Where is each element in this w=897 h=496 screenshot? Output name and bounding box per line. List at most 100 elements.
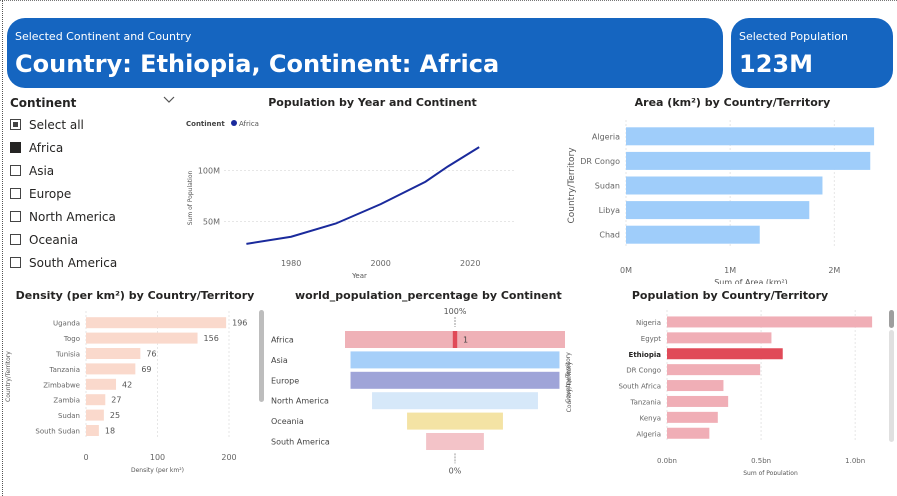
bar: [86, 317, 227, 329]
slicer-checkbox[interactable]: [10, 234, 21, 245]
bar: [86, 394, 106, 406]
slicer-item[interactable]: South America: [10, 251, 178, 274]
bar: [86, 363, 136, 375]
area-bar-chart[interactable]: 0M 1M 2M Algeria DR Congo Sudan Libya Chad Sum o…: [560, 112, 890, 284]
bar: [626, 127, 875, 146]
slicer-item[interactable]: North America: [10, 205, 178, 228]
population-card-label: Selected Population: [739, 30, 848, 43]
x-tick-label: 200: [221, 453, 236, 462]
x-tick-label: 2000: [371, 259, 391, 268]
slicer-checkbox[interactable]: [10, 188, 21, 199]
bar: [667, 348, 783, 360]
funnel-chart-title: world_population_percentage by Continent: [295, 289, 562, 302]
funnel-bottom-label: 0%: [449, 466, 462, 475]
data-label: 18: [105, 427, 115, 436]
slicer-item-label: Europe: [29, 186, 72, 201]
chevron-down-icon[interactable]: [162, 93, 176, 107]
slicer-checkbox[interactable]: [10, 165, 21, 176]
data-label: 196: [232, 319, 247, 328]
x-tick-label: 0.0bn: [657, 457, 677, 465]
category-label: Egypt: [641, 335, 661, 343]
selection-card[interactable]: Selected Continent and Country Country: …: [7, 18, 723, 88]
x-tick-label: 2020: [460, 259, 480, 268]
category-label: North America: [271, 397, 329, 406]
y-axis-label: Sum of Population: [187, 171, 194, 226]
category-label: Ethiopia: [629, 351, 662, 359]
population-scrollbar-track: [889, 330, 894, 442]
x-tick-label: 1980: [281, 259, 301, 268]
category-label: Europe: [271, 376, 299, 385]
category-label: Nigeria: [636, 319, 661, 327]
legend-marker: [231, 120, 237, 126]
x-tick-label: 100: [150, 453, 165, 462]
x-tick-label: 1M: [724, 266, 736, 275]
density-chart-title: Density (per km²) by Country/Territory: [15, 289, 255, 302]
slicer-item[interactable]: Oceania: [10, 228, 178, 251]
y-axis-label: Country/Territory: [5, 351, 12, 402]
series-line-africa: [246, 146, 480, 245]
slicer-item-label: Asia: [29, 163, 55, 178]
data-label: 76: [146, 350, 156, 359]
y-axis-label: Country/Territory: [565, 352, 572, 403]
data-label: 1: [463, 336, 468, 345]
funnel-bar: [350, 371, 560, 389]
bar: [626, 176, 823, 195]
category-label: Uganda: [53, 320, 80, 328]
population-percentage-funnel-chart[interactable]: 100% Africa 1 Asia Europe North America Oceani…: [265, 303, 580, 481]
population-card[interactable]: Selected Population 123M: [731, 18, 893, 88]
slicer-item[interactable]: Africa: [10, 136, 178, 159]
category-label: DR Congo: [626, 367, 661, 375]
bar: [86, 332, 198, 344]
category-label: Oceania: [271, 417, 304, 426]
slicer-item-label: Oceania: [29, 232, 79, 247]
slicer-item[interactable]: Europe: [10, 182, 178, 205]
area-chart-title: Area (km²) by Country/Territory: [634, 96, 831, 109]
x-tick-label: 0M: [620, 266, 632, 275]
funnel-bar: [372, 392, 538, 410]
bar: [86, 348, 141, 359]
category-label: South America: [271, 438, 330, 447]
slicer-item[interactable]: Select all: [10, 113, 178, 136]
slicer-checkbox[interactable]: [10, 142, 21, 153]
x-axis-label: Year: [351, 272, 367, 280]
category-label: Libya: [599, 206, 620, 215]
slicer-item[interactable]: Asia: [10, 159, 178, 182]
population-scrollbar[interactable]: [889, 310, 894, 328]
data-label: 156: [204, 334, 219, 343]
category-label: Togo: [63, 335, 80, 343]
bar: [86, 425, 99, 436]
selection-card-label: Selected Continent and Country: [15, 30, 192, 43]
funnel-top-label: 100%: [444, 307, 467, 316]
continent-slicer[interactable]: Continent Select all Africa Asia Europe Nort…: [10, 93, 178, 274]
category-label: Africa: [271, 336, 294, 345]
bar: [667, 395, 729, 407]
slicer-item-label: Select all: [29, 117, 84, 132]
slicer-checkbox[interactable]: [10, 211, 21, 222]
population-chart-title: Population by Country/Territory: [631, 289, 829, 302]
slicer-checkbox[interactable]: [10, 119, 21, 130]
x-tick-label: 0: [83, 453, 88, 462]
bar: [667, 316, 873, 328]
density-bar-chart[interactable]: 0 100 200 Uganda 196 Togo 156 Tunisia 76 Tanzania…: [0, 305, 262, 475]
y-tick-label: 50M: [203, 217, 220, 226]
x-tick-label: 1.0bn: [845, 457, 865, 465]
bar: [667, 380, 724, 392]
category-label: Zimbabwe: [43, 381, 80, 389]
funnel-bar: [407, 412, 503, 430]
category-label: South Africa: [618, 383, 661, 391]
category-label: South Sudan: [35, 428, 80, 436]
bar: [86, 409, 104, 421]
population-bar-chart[interactable]: 0.0bn 0.5bn 1.0bn Nigeria Egypt Ethiopia DR Co…: [560, 305, 890, 475]
funnel-bar: [350, 351, 560, 369]
line-chart-title: Population by Year and Continent: [268, 96, 477, 109]
population-line-chart[interactable]: Continent Africa 50M 100M 1980 2000 2020 Year Su…: [180, 112, 525, 284]
category-label: Tanzania: [49, 366, 80, 374]
x-tick-label: 2M: [828, 266, 840, 275]
bar: [667, 427, 710, 439]
slicer-checkbox[interactable]: [10, 257, 21, 268]
bar: [667, 332, 772, 344]
density-scrollbar[interactable]: [259, 310, 264, 402]
bar: [626, 151, 871, 170]
category-label: Asia: [271, 356, 288, 365]
data-label: 69: [141, 365, 151, 374]
